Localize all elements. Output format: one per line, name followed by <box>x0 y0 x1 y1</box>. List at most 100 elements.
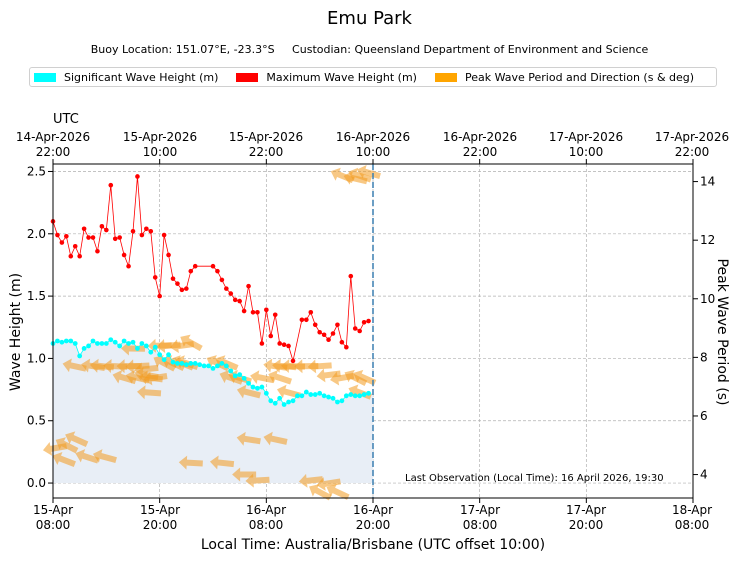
maximum-height-point <box>246 283 251 289</box>
direction-arrow-shape <box>178 455 203 470</box>
x-axis-title: Local Time: Australia/Brisbane (UTC offs… <box>200 537 546 553</box>
maximum-height-point <box>130 228 136 234</box>
direction-arrow-shape <box>316 477 341 491</box>
y-tick-label-right: 8 <box>700 350 708 364</box>
direction-arrow <box>309 484 332 501</box>
significant-height-point <box>215 363 220 369</box>
top-tick-date: 16-Apr-2026 <box>335 130 411 144</box>
legend-swatch-maximum <box>236 72 259 82</box>
chart-legend: Significant Wave Height (m) Maximum Wave… <box>29 67 717 87</box>
significant-height-point <box>192 361 198 366</box>
direction-arrow-shape <box>245 473 270 488</box>
top-tick-label: 17-Apr-2026 10:00 <box>541 130 631 160</box>
direction-arrow <box>52 451 76 468</box>
significant-height-point <box>81 346 87 351</box>
top-tick-date: 16-Apr-2026 <box>442 130 518 144</box>
maximum-height-point <box>157 293 162 299</box>
direction-arrow-shape <box>276 384 301 399</box>
direction-arrow <box>353 369 377 386</box>
significant-height-point <box>246 380 251 386</box>
maximum-height-point <box>81 226 87 232</box>
significant-height-point <box>228 368 234 374</box>
significant-height-point <box>55 338 60 344</box>
maximum-height-point <box>326 337 331 343</box>
maximum-height-point <box>192 263 198 269</box>
legend-swatch-significant <box>34 72 56 82</box>
significant-height-point <box>241 375 247 381</box>
maximum-height-point <box>250 310 256 315</box>
direction-arrow <box>209 455 235 470</box>
maximum-height-point <box>117 235 122 240</box>
maximum-height-point <box>277 341 282 346</box>
direction-arrow <box>316 477 341 491</box>
direction-arrow-shape <box>125 359 150 374</box>
significant-height-point <box>339 398 345 404</box>
significant-height-point <box>330 395 336 401</box>
maximum-height-point <box>344 344 349 350</box>
legend-item-maximum: Maximum Wave Height (m) <box>236 71 417 84</box>
significant-height-point <box>175 361 180 366</box>
maximum-height-point <box>281 342 287 348</box>
top-tick-label: 17-Apr-2026 22:00 <box>647 130 737 160</box>
significant-height-point <box>237 372 243 378</box>
direction-arrow <box>250 370 275 384</box>
maximum-height-point <box>348 273 354 279</box>
significant-height-point <box>103 341 109 346</box>
maximum-height-point <box>59 240 65 245</box>
significant-height-point <box>143 343 149 349</box>
direction-arrow-shape <box>326 484 350 500</box>
bottom-tick-date: 18-Apr <box>671 503 713 517</box>
bottom-tick-date: 16-Apr <box>245 503 287 517</box>
maximum-height-point <box>237 298 242 304</box>
direction-arrow-shape <box>209 455 235 470</box>
maximum-height-point <box>170 276 176 281</box>
y-tick-label-right: 12 <box>700 233 715 247</box>
maximum-height-point <box>321 332 327 338</box>
bottom-tick-label: 15-Apr 08:00 <box>8 503 98 533</box>
direction-arrow <box>232 467 257 482</box>
y-tick-label-right: 4 <box>700 468 708 482</box>
maximum-height-point <box>339 339 345 345</box>
bottom-tick-label: 18-Apr 08:00 <box>647 503 737 533</box>
significant-height-point <box>179 361 185 366</box>
maximum-height-point <box>179 287 185 293</box>
top-tick-label: 15-Apr-2026 22:00 <box>221 130 311 160</box>
maximum-height-point <box>241 308 247 314</box>
maximum-height-point <box>224 286 229 291</box>
legend-label-significant: Significant Wave Height (m) <box>64 70 219 84</box>
maximum-height-point <box>330 331 336 336</box>
bottom-tick-date: 15-Apr <box>32 503 74 517</box>
maximum-height-point <box>148 228 154 234</box>
bottom-tick-time: 20:00 <box>355 518 391 532</box>
direction-arrow-shape <box>92 449 117 463</box>
direction-arrow <box>316 368 341 383</box>
significant-height-point <box>90 338 96 344</box>
maximum-height-point <box>255 310 260 315</box>
maximum-height-point <box>95 248 100 254</box>
bottom-tick-time: 08:00 <box>462 518 498 532</box>
maximum-height-point <box>99 224 105 229</box>
utc-axis-label: UTC <box>53 112 79 127</box>
significant-height-points <box>50 337 371 407</box>
direction-arrow-shape <box>353 369 377 386</box>
direction-arrow <box>236 431 261 446</box>
significant-height-point <box>161 357 167 363</box>
significant-height-point <box>95 341 100 346</box>
significant-height-point <box>99 341 105 346</box>
top-tick-time: 10:00 <box>355 145 391 159</box>
direction-arrow <box>137 385 162 400</box>
significant-height-point <box>183 362 189 368</box>
direction-arrow-shape <box>236 384 261 399</box>
y-tick-label-left: 2.0 <box>27 227 46 241</box>
significant-height-point <box>188 361 194 366</box>
significant-height-point <box>112 339 118 345</box>
maximum-height-point <box>55 232 60 238</box>
direction-arrow <box>178 455 203 470</box>
direction-arrow-shape <box>137 385 162 400</box>
y-tick-label-left: 2.5 <box>27 164 46 178</box>
maximum-height-point <box>308 310 314 315</box>
direction-arrow-shape <box>298 473 324 488</box>
bottom-tick-time: 08:00 <box>674 518 710 532</box>
top-tick-time: 22:00 <box>248 145 284 159</box>
last-observation-label: Last Observation (Local Time): 16 April … <box>405 473 664 484</box>
